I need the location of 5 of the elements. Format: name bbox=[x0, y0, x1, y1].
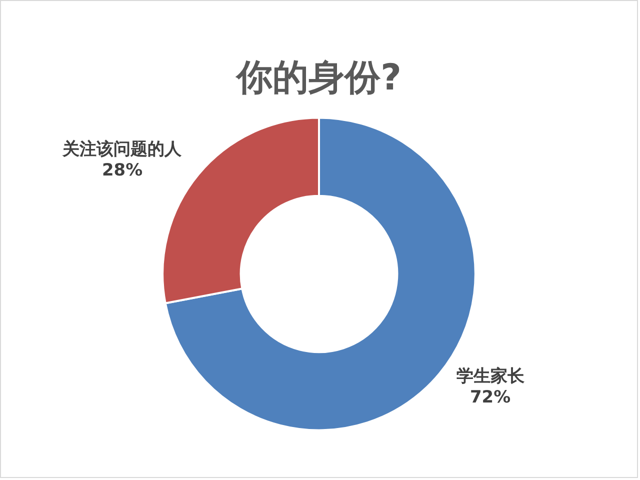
data-label: 72% bbox=[470, 386, 511, 406]
slice-label: 学生家长 bbox=[456, 365, 526, 386]
chart-title: 你的身份? bbox=[234, 58, 402, 99]
slice-label: 关注该问题的人 bbox=[62, 138, 183, 158]
data-label: 28% bbox=[102, 159, 143, 180]
